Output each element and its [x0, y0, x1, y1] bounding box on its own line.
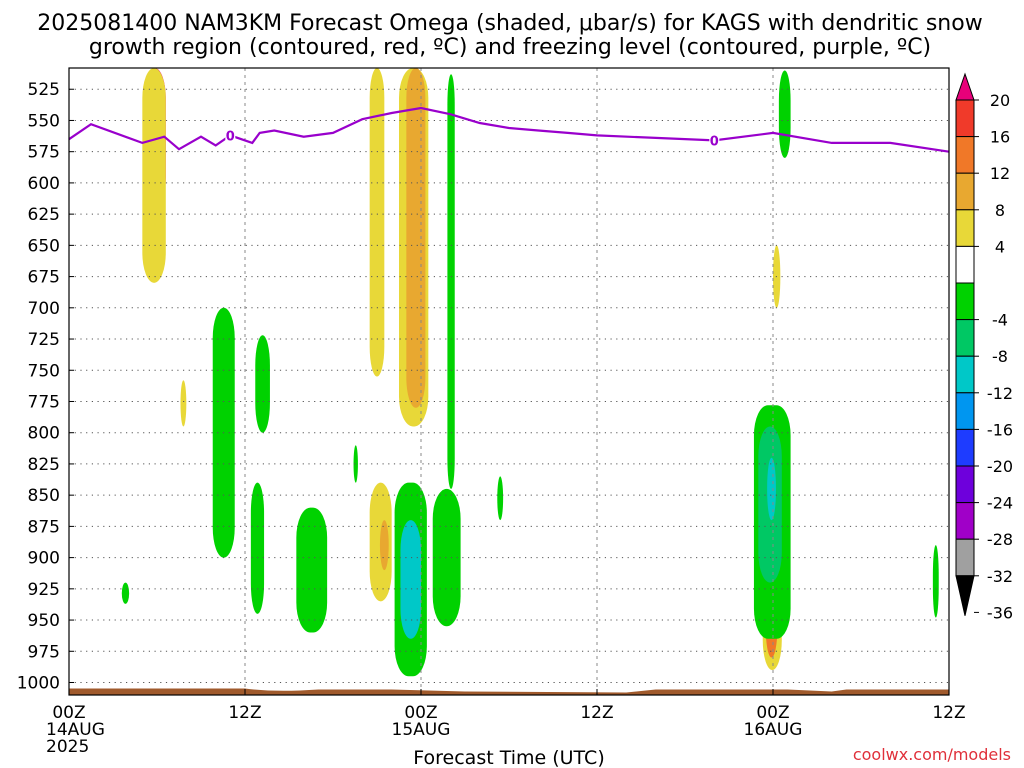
- y-tick-label: 775: [28, 392, 60, 412]
- omega-region: [121, 582, 130, 604]
- omega-region: [767, 457, 776, 521]
- credit-text: coolwx.com/models: [853, 745, 1011, 764]
- terrain-layer: [69, 688, 949, 695]
- colorbar-label: 4: [995, 237, 1005, 256]
- terrain-band: [69, 688, 949, 695]
- y-tick-label: 975: [28, 642, 60, 662]
- colorbar-bin: [955, 136, 975, 174]
- y-tick-label: 725: [28, 330, 60, 350]
- omega-region: [406, 68, 426, 408]
- x-tick-label: 12Z: [580, 703, 613, 723]
- x-tick-label: 00Z: [404, 703, 437, 723]
- y-tick-label: 800: [28, 424, 60, 444]
- y-tick-label: 550: [28, 111, 60, 131]
- colorbar-bin: [955, 282, 975, 321]
- colorbar-label: -32: [987, 567, 1013, 586]
- colorbar: 20 16 12 8 4 -4 -8 -12 -16 -20 -24 -28 -32 -36: [955, 72, 1013, 622]
- omega-region: [379, 520, 389, 571]
- y-tick-label: 525: [28, 80, 60, 100]
- plot-frame: [68, 67, 950, 696]
- colorbar-label: -36: [987, 603, 1013, 622]
- x-tick-label: 12Z: [932, 703, 965, 723]
- omega-shading-layer: [121, 68, 939, 677]
- y-tick-label: 650: [28, 236, 60, 256]
- colorbar-label: -24: [987, 494, 1013, 513]
- y-tick-label: 675: [28, 268, 60, 288]
- y-tick-label: 600: [28, 174, 60, 194]
- freezing-level-label: 0: [710, 134, 719, 149]
- y-tick-label: 950: [28, 611, 60, 631]
- x-tick-label: 00Z: [756, 703, 789, 723]
- grid-layer: [69, 68, 949, 695]
- colorbar-top-triangle: [955, 72, 975, 101]
- omega-region: [353, 445, 358, 483]
- x-tick-label: 2025: [46, 737, 89, 757]
- omega-region: [432, 488, 461, 627]
- x-axis-title: Forecast Time (UTC): [413, 747, 604, 768]
- y-tick-label: 900: [28, 549, 60, 569]
- omega-region: [778, 70, 791, 158]
- chart-title-line2: growth region (contoured, red, ºC) and f…: [89, 35, 931, 60]
- colorbar-label: 8: [995, 201, 1005, 220]
- freezing-level-line: [68, 106, 950, 153]
- colorbar-label: -16: [987, 420, 1013, 439]
- x-tick-label: 16AUG: [744, 720, 803, 740]
- chart-title-line1: 2025081400 NAM3KM Forecast Omega (shaded…: [37, 11, 982, 36]
- omega-region: [400, 520, 421, 639]
- colorbar-bin: [955, 172, 975, 211]
- colorbar-bin: [955, 538, 975, 577]
- x-tick-label: 15AUG: [392, 720, 451, 740]
- y-tick-label: 575: [28, 143, 60, 163]
- y-axis: 525 550 575 600 625 650 675 700 725 750 775 800 825 8…: [17, 80, 74, 694]
- colorbar-label: -20: [987, 457, 1013, 476]
- omega-region: [932, 545, 939, 618]
- y-tick-label: 925: [28, 580, 60, 600]
- colorbar-label: 20: [990, 91, 1010, 110]
- x-tick-label: 12Z: [228, 703, 261, 723]
- colorbar-label: 16: [990, 128, 1010, 147]
- colorbar-bottom-triangle: [955, 575, 975, 616]
- omega-region: [142, 68, 166, 283]
- freezing-level-label-bg: [709, 132, 720, 147]
- y-tick-label: 825: [28, 455, 60, 475]
- omega-region: [296, 507, 328, 633]
- omega-region: [180, 380, 187, 427]
- x-tick-label: 00Z: [52, 703, 85, 723]
- colorbar-label: -4: [992, 311, 1008, 330]
- plot-area-background: [69, 68, 949, 695]
- freezing-level-label: 0: [226, 129, 235, 144]
- omega-region: [497, 476, 504, 521]
- colorbar-bin: [955, 355, 975, 394]
- colorbar-bin: [955, 502, 975, 540]
- omega-region: [447, 74, 455, 489]
- freezing-level-label-bg: [225, 127, 236, 142]
- colorbar-bin: [955, 245, 975, 284]
- omega-region: [255, 335, 270, 433]
- colorbar-bin: [955, 319, 975, 357]
- y-tick-label: 625: [28, 205, 60, 225]
- colorbar-bin: [955, 392, 975, 430]
- x-tick-label: 14AUG: [46, 720, 105, 740]
- y-tick-label: 850: [28, 486, 60, 506]
- y-tick-label: 875: [28, 517, 60, 537]
- y-tick-label: 750: [28, 361, 60, 381]
- colorbar-bin: [955, 428, 975, 467]
- colorbar-label: -28: [987, 530, 1013, 549]
- colorbar-bin: [955, 465, 975, 504]
- y-tick-label: 700: [28, 299, 60, 319]
- y-tick-label: 1000: [17, 674, 60, 694]
- colorbar-label: -8: [992, 347, 1008, 366]
- colorbar-label: 12: [990, 164, 1010, 183]
- omega-region: [369, 68, 385, 377]
- colorbar-label: -12: [987, 384, 1013, 403]
- omega-region: [250, 482, 265, 614]
- colorbar-bin: [955, 99, 975, 138]
- colorbar-bin: [955, 209, 975, 247]
